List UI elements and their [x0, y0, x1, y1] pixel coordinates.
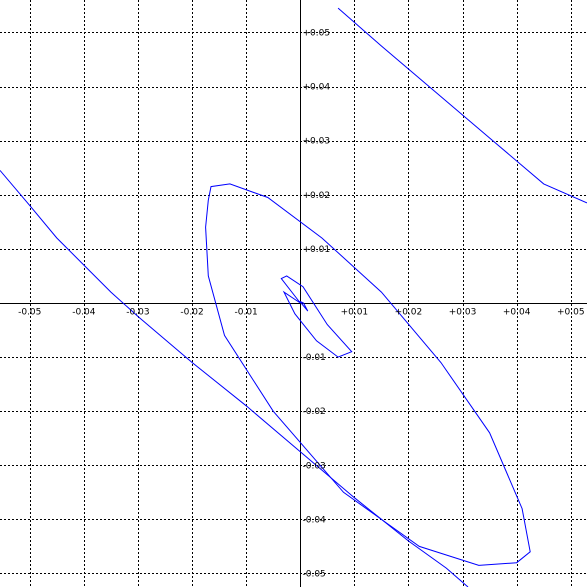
x-tick-label-8: +0.04 — [503, 308, 531, 318]
x-tick-label-9: +0.05 — [557, 308, 585, 318]
curves — [0, 7, 587, 587]
x-tick-label-0: -0.05 — [18, 308, 41, 318]
tick-labels: -0.05 -0.04 -0.03 -0.02 -0.01 +0.01 +0.02 +0.03… — [18, 28, 584, 579]
y-tick-label-1: +0.04 — [303, 83, 331, 93]
x-tick-label-6: +0.02 — [395, 308, 423, 318]
y-tick-label-6: -0.02 — [303, 407, 326, 417]
x-tick-label-2: -0.03 — [126, 308, 149, 318]
y-tick-label-8: -0.04 — [303, 515, 327, 525]
y-tick-label-3: +0.02 — [303, 191, 331, 201]
curve-segment-4 — [337, 7, 587, 204]
y-tick-label-9: -0.05 — [303, 569, 326, 579]
curve-segment-3 — [0, 170, 469, 587]
curve-segment-2 — [205, 183, 531, 566]
y-tick-label-2: +0.03 — [303, 137, 331, 147]
y-tick-label-0: +0.05 — [303, 28, 331, 38]
x-tick-label-5: +0.01 — [341, 308, 369, 318]
x-tick-label-4: -0.01 — [235, 308, 258, 318]
y-tick-label-7: -0.03 — [303, 461, 326, 471]
y-tick-label-5: -0.01 — [303, 353, 326, 363]
curve-segment-0 — [299, 300, 309, 312]
y-tick-label-4: +0.01 — [303, 245, 331, 255]
x-tick-label-3: -0.02 — [180, 308, 203, 318]
x-tick-label-1: -0.04 — [72, 308, 96, 318]
curve-segment-1 — [280, 275, 353, 358]
x-tick-label-7: +0.03 — [449, 308, 477, 318]
